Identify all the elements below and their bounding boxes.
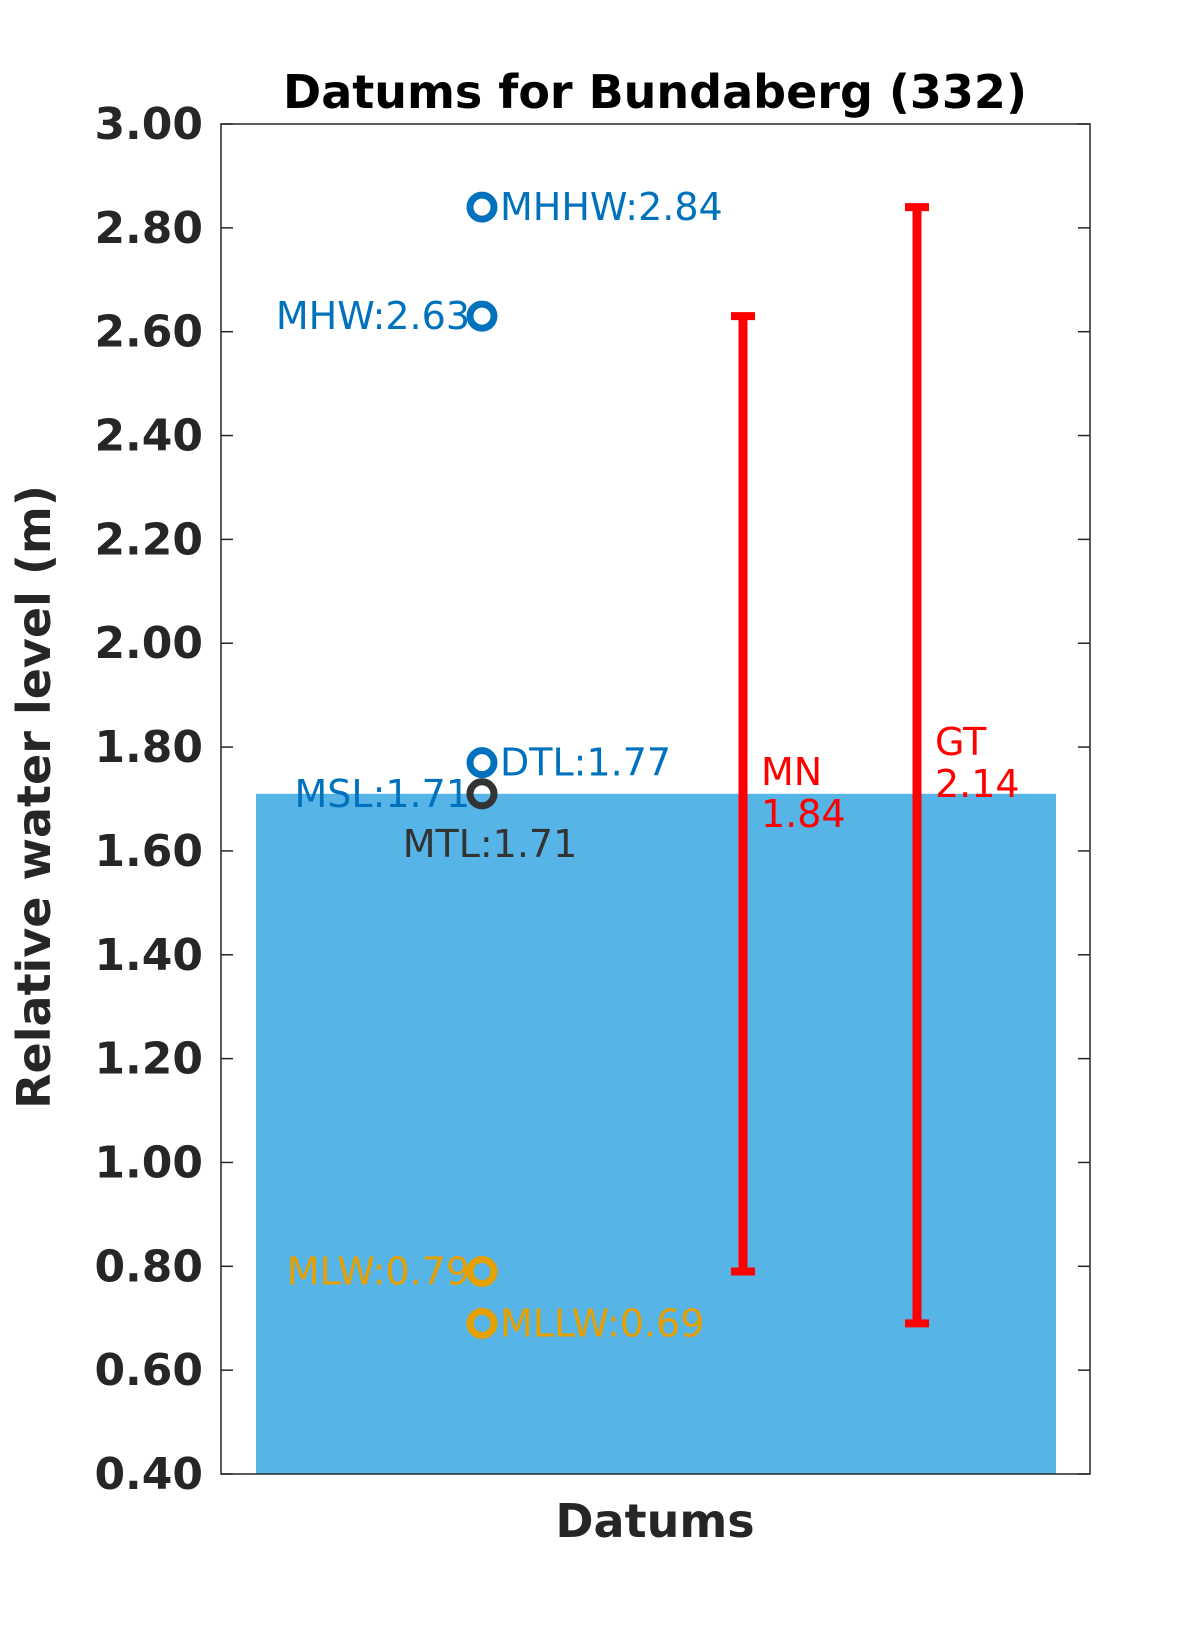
- range-value-label: 2.14: [935, 762, 1020, 806]
- y-tick-label: 1.00: [94, 1137, 203, 1188]
- y-tick-label: 0.80: [94, 1241, 203, 1292]
- datum-label: MTL:1.71: [403, 822, 578, 866]
- datum-marker: [466, 778, 498, 810]
- y-tick-label: 0.40: [94, 1449, 203, 1500]
- range-name-label: GT: [935, 720, 987, 764]
- datum-marker: [466, 300, 498, 332]
- datum-marker: [466, 1256, 498, 1287]
- datum-label: DTL:1.77: [500, 741, 671, 785]
- datum-label: MLW:0.79: [287, 1250, 470, 1294]
- datum-mlw: MLW:0.79: [287, 1250, 498, 1294]
- axes-frame: [220, 123, 1091, 1475]
- datum-mhhw: MHHW:2.84: [466, 185, 723, 229]
- datum-marker: [466, 747, 498, 779]
- datum-msl: MSL:1.71: [295, 772, 498, 816]
- x-axis-label: Datums: [555, 1494, 754, 1548]
- y-tick-label: 0.60: [94, 1345, 203, 1396]
- y-tick-label: 1.20: [94, 1034, 203, 1085]
- range-mn: MN1.84: [731, 312, 846, 1276]
- chart-title: Datums for Bundaberg (332): [283, 65, 1027, 119]
- datum-label: MSL:1.71: [295, 772, 471, 816]
- datum-mhw: MHW:2.63: [276, 294, 498, 338]
- datum-marker: [466, 191, 498, 223]
- y-tick-label: 2.20: [94, 514, 203, 565]
- range-gt: GT2.14: [905, 203, 1020, 1328]
- y-tick-label: 2.40: [94, 411, 203, 462]
- datum-label: MLLW:0.69: [500, 1301, 704, 1345]
- y-tick-label: 2.80: [94, 203, 203, 254]
- datum-marker: [466, 1307, 498, 1339]
- datum-mtl: MTL:1.71: [403, 778, 578, 866]
- y-tick-label: 2.60: [94, 307, 203, 358]
- y-tick-label: 2.00: [94, 618, 203, 669]
- datum-label: MHW:2.63: [276, 294, 470, 338]
- datum-mllw: MLLW:0.69: [466, 1301, 704, 1345]
- y-tick-label: 1.80: [94, 722, 203, 773]
- datum-dtl: DTL:1.77: [466, 741, 671, 785]
- datum-label: MHHW:2.84: [500, 185, 723, 229]
- y-axis-label: Relative water level (m): [7, 485, 61, 1109]
- y-tick-label: 1.40: [94, 930, 203, 981]
- range-value-label: 1.84: [761, 792, 846, 836]
- y-tick-label: 1.60: [94, 826, 203, 877]
- range-name-label: MN: [761, 750, 822, 794]
- bar-datums: [256, 793, 1056, 1474]
- y-tick-label: 3.00: [94, 99, 203, 150]
